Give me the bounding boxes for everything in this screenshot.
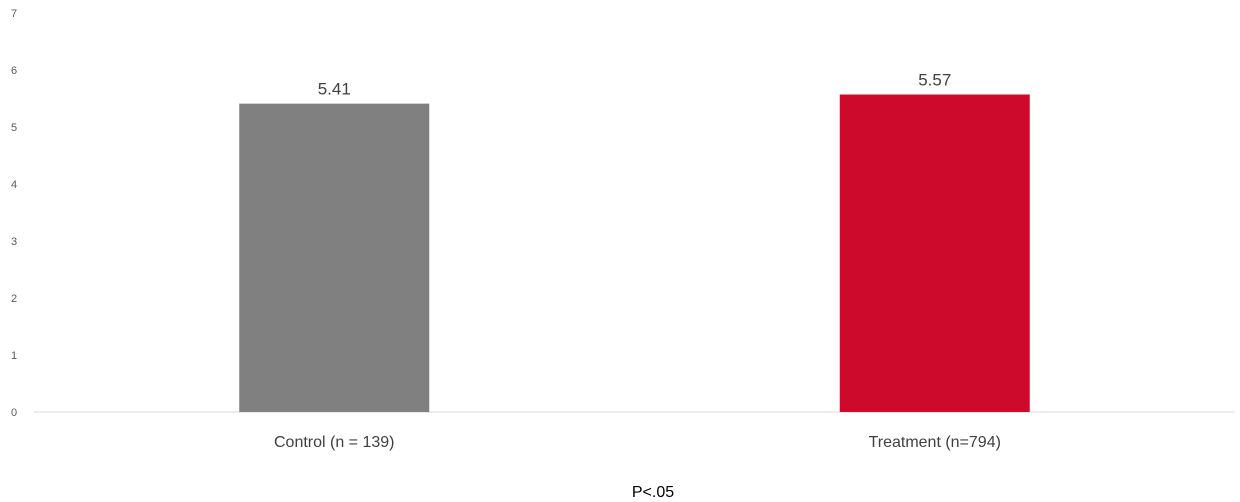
category-label: Treatment (n=794) (869, 434, 1001, 451)
y-tick-label: 7 (11, 8, 17, 20)
y-tick-label: 0 (11, 407, 17, 419)
data-label: 5.41 (318, 80, 351, 99)
y-tick-label: 2 (11, 293, 17, 305)
category-labels: Control (n = 139) Treatment (n=794) (274, 434, 1001, 451)
bar (239, 103, 430, 412)
y-tick-label: 1 (11, 350, 17, 362)
y-tick-label: 5 (11, 122, 17, 134)
y-axis-ticks: 0 1 2 3 4 5 6 7 (11, 8, 17, 419)
bars (239, 94, 1030, 412)
y-tick-label: 6 (11, 65, 17, 77)
y-tick-label: 3 (11, 236, 17, 248)
bar (839, 94, 1030, 412)
data-labels: 5.41 5.57 (318, 71, 952, 99)
significance-note: P<.05 (632, 484, 674, 501)
category-label: Control (n = 139) (274, 434, 395, 451)
data-label: 5.57 (918, 71, 951, 90)
y-tick-label: 4 (11, 179, 17, 191)
